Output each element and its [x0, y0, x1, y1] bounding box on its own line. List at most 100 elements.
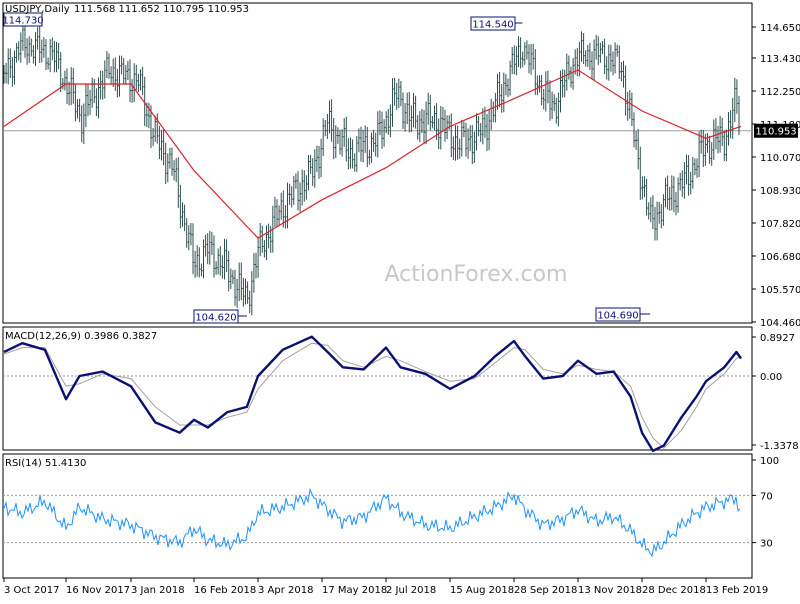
price-bar	[349, 137, 352, 169]
price-bar	[307, 155, 310, 191]
price-bar	[433, 105, 436, 131]
price-bar	[410, 105, 413, 132]
price-bar	[542, 88, 545, 110]
chart-ohlc-values: 111.568 111.652 110.795 110.953	[74, 4, 249, 15]
price-bar	[702, 129, 705, 168]
price-bar	[473, 131, 476, 163]
x-tick-label: 15 Aug 2018	[450, 585, 514, 596]
price-bar	[565, 53, 568, 91]
price-bar	[488, 109, 491, 151]
price-bar	[706, 133, 709, 153]
price-bar	[418, 111, 421, 143]
price-bar	[330, 99, 333, 142]
price-annotation-high: 114.730	[2, 12, 44, 27]
price-bar	[429, 94, 432, 131]
price-bar	[714, 117, 717, 150]
price-annotation-high: 114.540	[470, 16, 523, 31]
price-bar	[658, 201, 661, 224]
price-bar	[725, 129, 728, 162]
price-bar	[685, 154, 688, 185]
price-bar	[294, 173, 297, 189]
price-bar	[712, 119, 715, 160]
price-bar	[412, 93, 415, 128]
price-bar	[204, 234, 207, 257]
price-bar	[450, 113, 453, 158]
price-annotation-low: 104.690	[595, 307, 651, 322]
price-bar	[691, 156, 694, 189]
price-bar	[78, 98, 81, 123]
price-bar	[502, 72, 505, 113]
price-bar	[45, 39, 47, 70]
price-bar	[124, 65, 127, 85]
price-bar	[681, 170, 684, 197]
price-bar	[236, 278, 239, 308]
price-bar	[273, 196, 276, 227]
price-bar	[309, 154, 312, 174]
price-bar	[282, 190, 285, 228]
price-bar	[439, 106, 442, 150]
price-bar	[66, 68, 68, 104]
price-bar	[427, 92, 430, 125]
price-bar	[528, 44, 530, 74]
price-bar	[704, 133, 707, 166]
price-bar	[620, 62, 623, 82]
rsi-panel-title: RSI(14) 51.4130	[5, 458, 86, 469]
price-bar	[563, 69, 566, 98]
price-bar	[246, 281, 249, 304]
price-bar	[666, 175, 669, 210]
price-bar	[28, 36, 31, 64]
price-panel-frame	[2, 2, 753, 324]
price-bar	[297, 171, 299, 211]
price-bar	[276, 199, 278, 227]
price-bar	[133, 63, 136, 103]
price-bar	[555, 97, 558, 124]
price-bar	[63, 70, 66, 91]
price-bar	[261, 225, 264, 253]
price-bar	[603, 38, 606, 75]
price-bar	[397, 78, 400, 108]
price-bar	[372, 129, 375, 152]
price-bar	[168, 147, 171, 169]
price-bar	[156, 113, 159, 144]
price-bar	[664, 177, 667, 208]
price-bar	[311, 158, 314, 186]
price-bar	[601, 40, 604, 55]
price-bar	[534, 49, 537, 95]
price-bar	[118, 55, 121, 97]
price-bar	[374, 132, 377, 157]
price-bar	[572, 58, 575, 90]
price-bar	[198, 247, 201, 278]
price-bar	[175, 158, 178, 183]
annotation-box	[470, 16, 516, 31]
price-bar	[141, 66, 144, 96]
price-bar	[173, 160, 176, 181]
price-bar	[693, 158, 696, 176]
x-tick-label: 28 Sep 2018	[514, 585, 577, 596]
price-bar	[57, 43, 60, 70]
price-bar	[11, 57, 14, 87]
price-bar	[158, 125, 161, 160]
price-bar	[647, 202, 650, 220]
price-bar	[112, 58, 115, 88]
price-bar	[509, 60, 512, 96]
price-bar	[580, 31, 583, 62]
price-bar	[206, 233, 209, 265]
price-bar	[431, 116, 434, 129]
price-bar	[248, 290, 251, 314]
price-bar	[177, 157, 180, 208]
x-tick-label: 17 May 2018	[322, 585, 387, 596]
price-bar	[192, 223, 194, 275]
price-bar	[710, 142, 713, 166]
price-bar	[551, 91, 554, 120]
price-bar	[183, 204, 186, 232]
price-bar	[326, 114, 329, 139]
price-y-tick-label: 108.930	[760, 186, 800, 197]
price-bar	[423, 110, 425, 145]
price-bar	[171, 147, 173, 176]
price-bar	[462, 121, 465, 138]
price-bar	[523, 42, 526, 65]
price-bar	[164, 142, 167, 185]
price-bar	[242, 277, 245, 307]
price-bar	[244, 278, 247, 305]
